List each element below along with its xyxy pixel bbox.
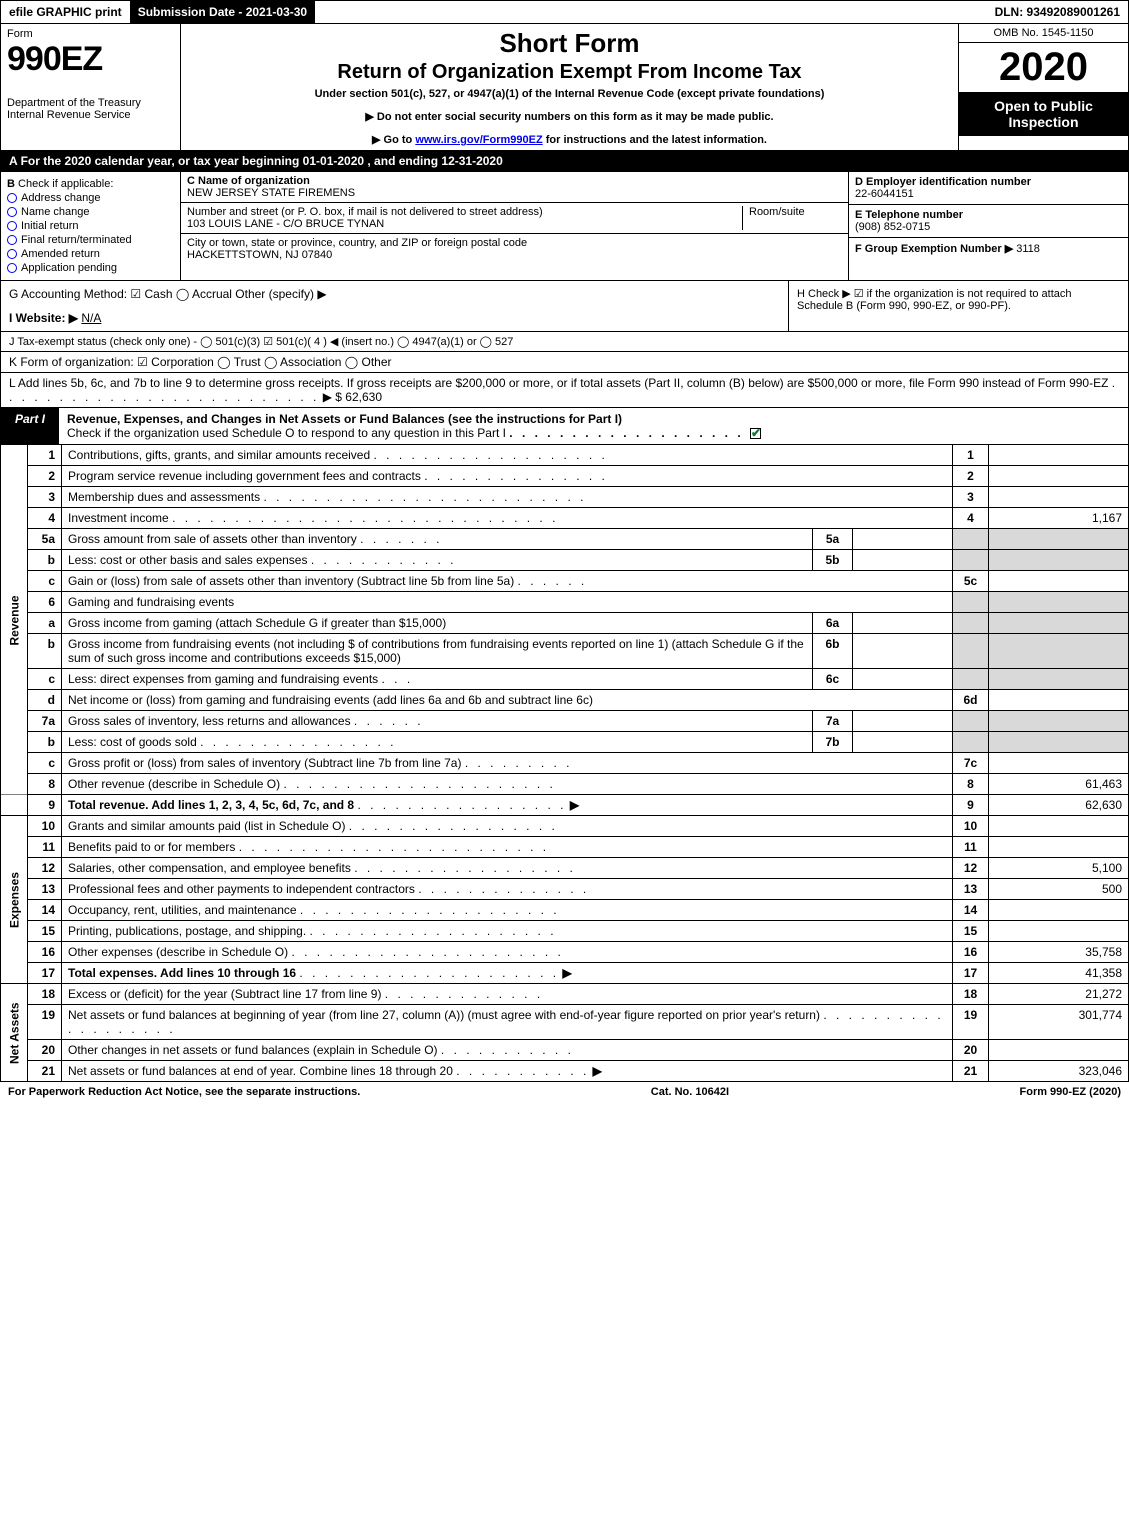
- amount-12: 5,100: [989, 858, 1129, 879]
- header-left: Form 990EZ Department of the Treasury In…: [1, 24, 181, 150]
- group-exempt-value: 3118: [1016, 243, 1040, 255]
- checkbox-icon[interactable]: [7, 249, 17, 259]
- amount-8: 61,463: [989, 774, 1129, 795]
- part-tag: Part I: [1, 408, 59, 444]
- line-a-tax-year: A For the 2020 calendar year, or tax yea…: [0, 151, 1129, 172]
- line-g: G Accounting Method: ☑ Cash ◯ Accrual Ot…: [9, 287, 780, 301]
- amount-13: 500: [989, 879, 1129, 900]
- amount-17: 41,358: [989, 963, 1129, 984]
- page-footer: For Paperwork Reduction Act Notice, see …: [0, 1082, 1129, 1102]
- tax-year-big: 2020: [959, 43, 1128, 92]
- dln-label: DLN: 93492089001261: [987, 1, 1128, 23]
- line-num: 1: [28, 445, 62, 466]
- irs-link[interactable]: www.irs.gov/Form990EZ: [415, 134, 542, 146]
- section-c: C Name of organization NEW JERSEY STATE …: [181, 172, 848, 280]
- checkbox-icon[interactable]: [7, 207, 17, 217]
- line-j: J Tax-exempt status (check only one) - ◯…: [0, 332, 1129, 352]
- footer-left: For Paperwork Reduction Act Notice, see …: [8, 1086, 360, 1098]
- line-l: L Add lines 5b, 6c, and 7b to line 9 to …: [0, 373, 1129, 408]
- sidebar-revenue: Revenue: [1, 445, 28, 795]
- header-middle: Short Form Return of Organization Exempt…: [181, 24, 958, 150]
- city-value: HACKETTSTOWN, NJ 07840: [187, 249, 332, 261]
- gross-receipts: ▶ $ 62,630: [323, 390, 382, 404]
- room-suite-label: Room/suite: [749, 206, 805, 218]
- note-goto: ▶ Go to www.irs.gov/Form990EZ for instru…: [189, 133, 950, 146]
- phone-value: (908) 852-0715: [855, 221, 930, 233]
- org-name-label: C Name of organization: [187, 175, 310, 187]
- website-value: N/A: [81, 311, 101, 325]
- checkbox-icon[interactable]: [7, 263, 17, 273]
- amount-9: 62,630: [989, 795, 1129, 816]
- omb-number: OMB No. 1545-1150: [959, 24, 1128, 43]
- sidebar-net-assets: Net Assets: [1, 984, 28, 1082]
- amount-19: 301,774: [989, 1005, 1129, 1040]
- line-h: H Check ▶ ☑ if the organization is not r…: [788, 281, 1128, 331]
- checkbox-icon[interactable]: [7, 221, 17, 231]
- dept-treasury: Department of the Treasury: [7, 97, 174, 109]
- checkbox-icon[interactable]: [750, 428, 761, 439]
- section-b: B Check if applicable: Address change Na…: [1, 172, 181, 280]
- amount-4: 1,167: [989, 508, 1129, 529]
- entity-block: B Check if applicable: Address change Na…: [0, 172, 1129, 281]
- irs-label: Internal Revenue Service: [7, 109, 174, 121]
- title-return: Return of Organization Exempt From Incom…: [189, 61, 950, 84]
- header-right: OMB No. 1545-1150 2020 Open to Public In…: [958, 24, 1128, 150]
- title-short-form: Short Form: [189, 28, 950, 59]
- form-number: 990EZ: [7, 40, 174, 79]
- efile-label[interactable]: efile GRAPHIC print: [1, 1, 130, 23]
- footer-right: Form 990-EZ (2020): [1020, 1086, 1121, 1098]
- line-k: K Form of organization: ☑ Corporation ◯ …: [0, 352, 1129, 373]
- arrow-icon: ▶: [562, 966, 571, 980]
- open-inspection: Open to Public Inspection: [959, 92, 1128, 136]
- group-exempt-label: F Group Exemption Number ▶: [855, 243, 1013, 255]
- line-g-h: G Accounting Method: ☑ Cash ◯ Accrual Ot…: [0, 281, 1129, 332]
- street-address: 103 LOUIS LANE - C/O BRUCE TYNAN: [187, 218, 384, 230]
- checkbox-icon[interactable]: [7, 193, 17, 203]
- part-1-table: Revenue 1 Contributions, gifts, grants, …: [0, 445, 1129, 1082]
- part-title: Revenue, Expenses, and Changes in Net As…: [59, 408, 1128, 444]
- city-label: City or town, state or province, country…: [187, 237, 527, 249]
- section-def: D Employer identification number 22-6044…: [848, 172, 1128, 280]
- submission-date: Submission Date - 2021-03-30: [130, 1, 315, 23]
- footer-mid: Cat. No. 10642I: [651, 1086, 729, 1098]
- ein-label: D Employer identification number: [855, 176, 1031, 188]
- website-label: I Website: ▶: [9, 311, 78, 325]
- org-name: NEW JERSEY STATE FIREMENS: [187, 187, 355, 199]
- amount-21: 323,046: [989, 1061, 1129, 1082]
- note-ssn: ▶ Do not enter social security numbers o…: [189, 110, 950, 123]
- street-label: Number and street (or P. O. box, if mail…: [187, 206, 543, 218]
- sidebar-expenses: Expenses: [1, 816, 28, 984]
- form-word: Form: [7, 28, 174, 40]
- subtitle: Under section 501(c), 527, or 4947(a)(1)…: [189, 88, 950, 100]
- checkbox-icon[interactable]: [7, 235, 17, 245]
- amount-1: [989, 445, 1129, 466]
- ein-value: 22-6044151: [855, 188, 914, 200]
- form-header: Form 990EZ Department of the Treasury In…: [0, 24, 1129, 151]
- amount-16: 35,758: [989, 942, 1129, 963]
- phone-label: E Telephone number: [855, 209, 963, 221]
- arrow-icon: ▶: [593, 1064, 602, 1078]
- part-1-header: Part I Revenue, Expenses, and Changes in…: [0, 408, 1129, 445]
- top-bar: efile GRAPHIC print Submission Date - 20…: [0, 0, 1129, 24]
- arrow-icon: ▶: [570, 798, 579, 812]
- amount-18: 21,272: [989, 984, 1129, 1005]
